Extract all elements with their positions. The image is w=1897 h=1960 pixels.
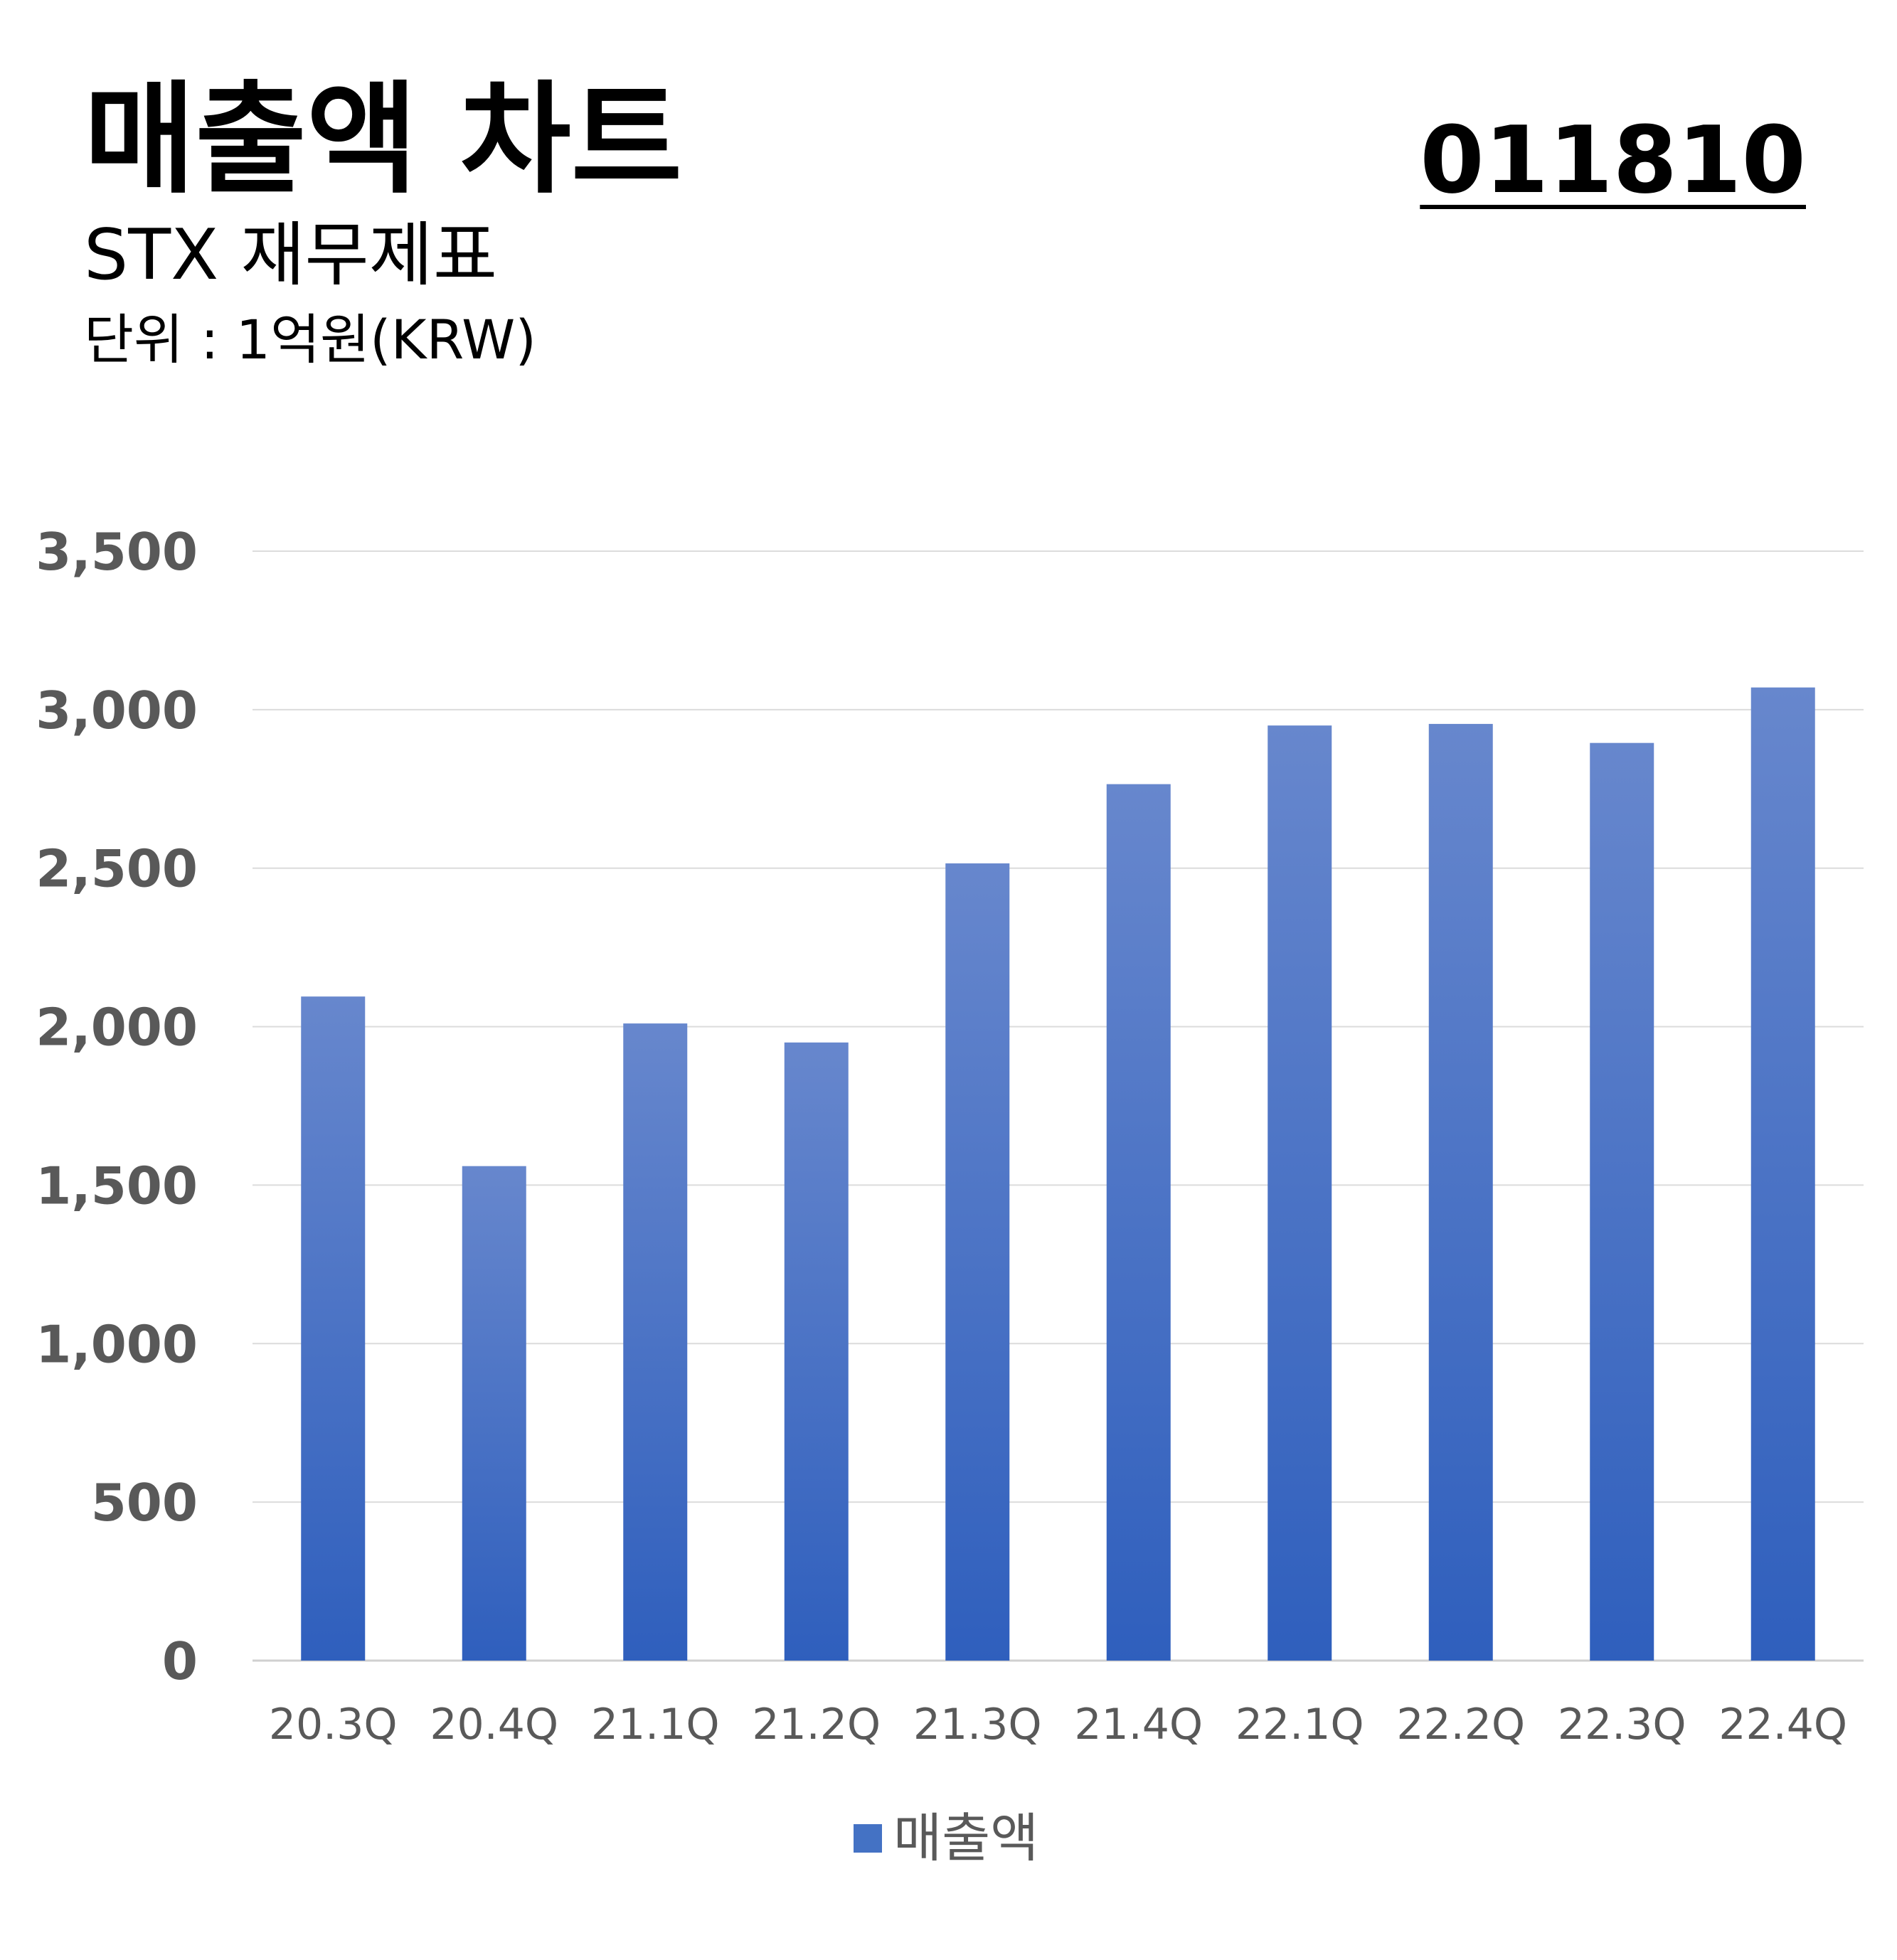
unit-label: 단위 : 1억원(KRW): [84, 308, 536, 371]
chart-title: 매출액 차트: [84, 70, 683, 211]
bar-21.1Q: [623, 1023, 688, 1661]
bar-22.2Q: [1428, 723, 1493, 1661]
x-tick-label: 21.4Q: [1074, 1700, 1203, 1749]
x-tick-label: 20.3Q: [269, 1700, 398, 1749]
legend-swatch: [854, 1824, 882, 1853]
x-tick-label: 20.4Q: [430, 1700, 558, 1749]
bar-22.3Q: [1590, 742, 1654, 1661]
bar-21.4Q: [1106, 784, 1171, 1661]
x-tick-label: 22.3Q: [1558, 1700, 1686, 1749]
legend-label: 매출액: [893, 1808, 1039, 1869]
x-tick-label: 22.4Q: [1718, 1700, 1847, 1749]
bar-21.3Q: [945, 863, 1010, 1661]
legend: 매출액: [854, 1812, 1038, 1865]
x-axis-ticks: 20.3Q 20.4Q 21.1Q 21.2Q 21.3Q 21.4Q 22.1Q 22.2Q…: [269, 1700, 1847, 1749]
y-tick-label: 500: [91, 1473, 198, 1533]
y-tick-label: 2,000: [36, 998, 198, 1058]
x-tick-label: 21.3Q: [913, 1700, 1042, 1749]
x-tick-label: 21.2Q: [752, 1700, 881, 1749]
y-tick-label: 0: [162, 1631, 198, 1691]
bar-21.2Q: [784, 1042, 849, 1661]
y-tick-label: 2,500: [36, 839, 198, 899]
bar-22.4Q: [1750, 687, 1815, 1661]
bar-20.3Q: [301, 996, 366, 1661]
y-tick-label: 3,000: [36, 681, 198, 740]
y-axis-ticks: 0 500 1,000 1,500 2,000 2,500 3,000 3,500: [36, 522, 198, 1691]
x-tick-label: 22.1Q: [1236, 1700, 1364, 1749]
bars: [301, 687, 1815, 1661]
chart-subtitle: STX 재무제표: [84, 215, 497, 296]
x-tick-label: 21.1Q: [591, 1700, 720, 1749]
y-tick-label: 3,500: [36, 522, 198, 582]
bar-22.1Q: [1268, 725, 1332, 1661]
y-tick-label: 1,500: [36, 1156, 198, 1215]
stock-code: 011810: [1420, 106, 1806, 214]
y-tick-label: 1,000: [36, 1314, 198, 1374]
bar-20.4Q: [462, 1166, 526, 1661]
x-tick-label: 22.2Q: [1396, 1700, 1525, 1749]
